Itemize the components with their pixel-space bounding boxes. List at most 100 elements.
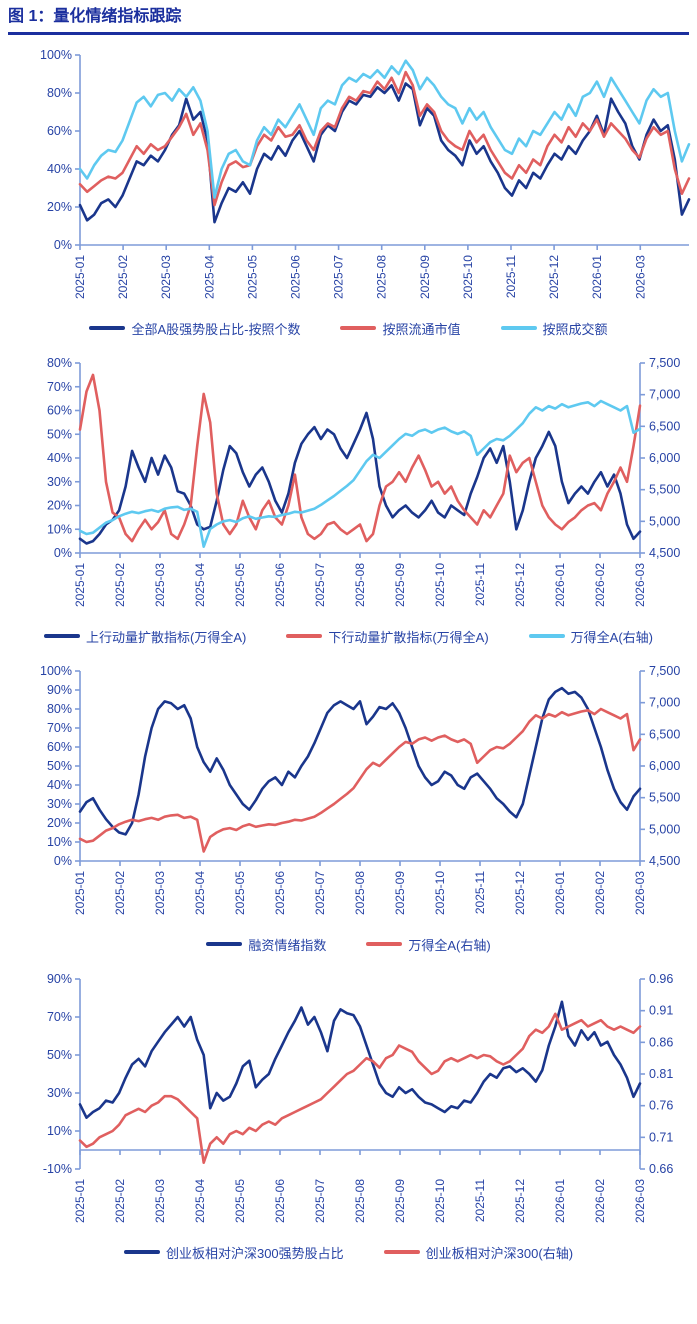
legend-swatch: [528, 634, 565, 638]
x-axis-tick-label: 2025-01: [73, 563, 87, 607]
page-title: 图 1：量化情绪指标跟踪: [8, 8, 182, 25]
left-axis-tick-label: 0%: [54, 546, 72, 560]
left-axis-tick-label: 60%: [47, 124, 72, 138]
x-axis-tick-label: 2025-07: [332, 255, 346, 299]
legend-item: 融资情绪指数: [206, 935, 326, 954]
legend-label: 融资情绪指数: [248, 937, 327, 953]
chart-financing-sentiment-canvas: 0% 10% 20% 30% 40% 50% 60% 70% 80% 90% 100% 4,500 5,…: [40, 664, 680, 915]
series-line-1: [78, 1012, 642, 1164]
chart-strong-stock-ratio-canvas: 0% 20% 40% 60% 80% 100% 2025-01 2025-02 2025-03 2…: [40, 48, 691, 299]
right-axis-tick-label: 7,000: [649, 388, 680, 402]
legend-swatch: [366, 942, 403, 946]
charts-container: 0% 20% 40% 60% 80% 100% 2025-01 2025-02 2025-03 2…: [0, 41, 697, 1263]
x-axis-tick-label: 2025-04: [193, 871, 207, 915]
chart-momentum-diffusion-legend: 上行动量扩散指标(万得全A) 下行动量扩散指标(万得全A) 万得全A(右轴): [0, 625, 697, 647]
x-axis-tick-label: 2025-06: [288, 255, 302, 299]
x-axis-tick-label: 2025-06: [273, 871, 287, 915]
x-axis-tick-label: 2025-03: [159, 255, 173, 299]
left-axis-tick-label: 100%: [40, 664, 72, 678]
legend-item: 上行动量扩散指标(万得全A): [43, 627, 247, 646]
series-line-1: [78, 70, 691, 207]
legend-item: 万得全A(右轴): [528, 627, 654, 646]
series-line-1: [78, 373, 642, 543]
legend-label: 创业板相对沪深300(右轴): [425, 1245, 574, 1261]
x-axis-tick-label: 2025-09: [393, 871, 407, 915]
right-axis-tick-label: 4,500: [649, 546, 680, 560]
right-axis-tick-label: 4,500: [649, 854, 680, 868]
legend-item: 创业板相对沪深300(右轴): [383, 1243, 574, 1262]
right-axis-tick-label: 0.96: [649, 972, 673, 986]
x-axis-tick-label: 2025-01: [73, 255, 87, 299]
right-axis-tick-label: 6,000: [649, 451, 680, 465]
chart-financing-sentiment-legend: 融资情绪指数 万得全A(右轴): [0, 933, 697, 955]
legend-label: 万得全A(右轴): [408, 937, 491, 953]
x-axis-tick-label: 2025-01: [73, 1179, 87, 1223]
left-axis-tick-label: 50%: [47, 1048, 72, 1062]
legend-label: 上行动量扩散指标(万得全A): [85, 629, 247, 645]
x-axis-tick-label: 2025-12: [513, 563, 527, 607]
x-axis-tick-label: 2026-02: [593, 871, 607, 915]
legend-item: 创业板相对沪深300强势股占比: [123, 1243, 344, 1262]
x-axis-tick-label: 2026-03: [633, 255, 647, 299]
x-axis-tick-label: 2025-05: [233, 1179, 247, 1223]
right-axis-tick-label: 7,500: [649, 664, 680, 678]
right-axis-tick-label: 7,500: [649, 356, 680, 370]
x-axis-tick-label: 2025-09: [393, 563, 407, 607]
left-axis-tick-label: 70%: [47, 721, 72, 735]
x-axis-tick-label: 2025-07: [313, 1179, 327, 1223]
x-axis-tick-label: 2026-02: [593, 1179, 607, 1223]
x-axis-tick-label: 2025-02: [113, 1179, 127, 1223]
right-axis-tick-label: 5,500: [649, 791, 680, 805]
x-axis-tick-label: 2025-12: [513, 871, 527, 915]
legend-swatch: [206, 942, 243, 946]
x-axis-tick-label: 2025-09: [418, 255, 432, 299]
x-axis-tick-label: 2025-02: [113, 563, 127, 607]
series-line-0: [78, 411, 642, 545]
right-axis-tick-label: 7,000: [649, 696, 680, 710]
legend-swatch: [500, 326, 537, 330]
left-axis-tick-label: 30%: [47, 475, 72, 489]
left-axis-tick-label: 80%: [47, 356, 72, 370]
x-axis-tick-label: 2025-04: [193, 1179, 207, 1223]
title-rule: [8, 32, 689, 35]
x-axis-tick-label: 2025-02: [116, 255, 130, 299]
legend-label: 万得全A(右轴): [570, 629, 654, 645]
left-axis-tick-label: 100%: [40, 48, 72, 62]
series-line-0: [78, 1000, 642, 1119]
left-axis-tick-label: 20%: [47, 499, 72, 513]
chart-momentum-diffusion: 0% 10% 20% 30% 40% 50% 60% 70% 80% 4,500 5,000 5,50…: [0, 349, 697, 647]
chart-chinext-vs-hs300: -10% 10% 30% 50% 70% 90% 0.66 0.71 0.76 0.81 0.86 0…: [0, 965, 697, 1263]
series-line-0: [78, 82, 691, 224]
x-axis-tick-label: 2025-08: [353, 1179, 367, 1223]
series-line-0: [78, 686, 642, 836]
x-axis-tick-label: 2025-10: [433, 1179, 447, 1223]
left-axis-tick-label: 50%: [47, 427, 72, 441]
x-axis-tick-label: 2025-04: [202, 255, 216, 299]
legend-swatch: [123, 1250, 160, 1254]
left-axis-tick-label: -10%: [43, 1162, 72, 1176]
x-axis-tick-label: 2026-01: [553, 871, 567, 915]
x-axis-tick-label: 2026-01: [590, 255, 604, 299]
right-axis-tick-label: 5,000: [649, 514, 680, 528]
legend-swatch: [340, 326, 377, 330]
legend-item: 万得全A(右轴): [366, 935, 491, 954]
x-axis-tick-label: 2025-05: [233, 563, 247, 607]
legend-label: 按照流通市值: [382, 321, 461, 337]
x-axis-tick-label: 2025-08: [353, 563, 367, 607]
right-axis-tick-label: 0.91: [649, 1004, 673, 1018]
x-axis-tick-label: 2025-09: [393, 1179, 407, 1223]
x-axis-tick-label: 2025-03: [153, 871, 167, 915]
right-axis-tick-label: 0.76: [649, 1099, 673, 1113]
left-axis-tick-label: 70%: [47, 380, 72, 394]
legend-item: 按照成交额: [500, 319, 608, 338]
series-line-2: [78, 399, 642, 548]
x-axis-tick-label: 2025-03: [153, 563, 167, 607]
left-axis-tick-label: 10%: [47, 835, 72, 849]
x-axis-tick-label: 2025-06: [273, 563, 287, 607]
legend-label: 全部A股强势股占比-按照个数: [131, 321, 301, 337]
series-line-2: [78, 59, 691, 199]
left-axis-tick-label: 60%: [47, 740, 72, 754]
x-axis-tick-label: 2025-05: [245, 255, 259, 299]
legend-label: 创业板相对沪深300强势股占比: [165, 1245, 344, 1261]
left-axis-tick-label: 40%: [47, 778, 72, 792]
